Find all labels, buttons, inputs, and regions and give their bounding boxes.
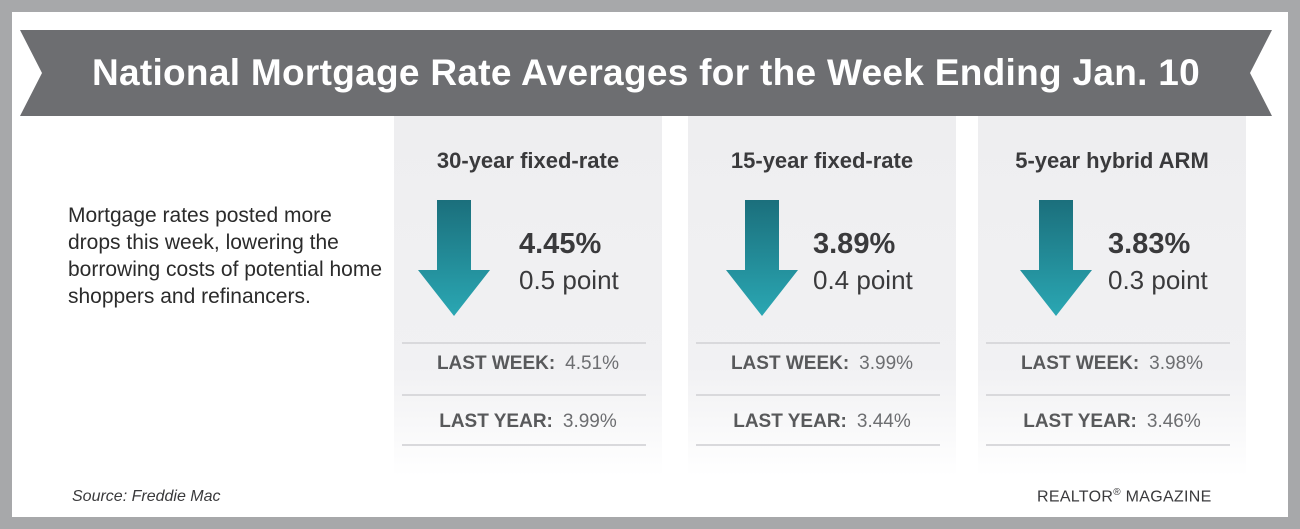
last-year-label: LAST YEAR:: [733, 411, 847, 432]
rate-card-5-year-arm: 5-year hybrid ARM 3.83% 0.3 point LAST W…: [978, 116, 1246, 476]
last-week-label: LAST WEEK:: [436, 353, 556, 374]
down-arrow-icon: [726, 200, 798, 316]
last-week-label: LAST WEEK:: [1020, 353, 1140, 374]
card-title: 5-year hybrid ARM: [1015, 148, 1209, 173]
last-week-value: 3.99%: [859, 353, 914, 374]
divider: [696, 444, 940, 446]
last-year-row: LAST YEAR: 3.99%: [394, 411, 662, 433]
source-credit: Source: Freddie Mac: [72, 488, 221, 505]
registered-mark: ®: [1113, 487, 1121, 498]
rate-change: 0.4 point: [813, 265, 913, 295]
last-week-row: LAST WEEK: 4.51%: [394, 353, 662, 375]
last-year-value: 3.46%: [1146, 411, 1201, 432]
divider: [986, 394, 1230, 396]
down-arrow-icon: [418, 200, 490, 316]
last-week-value: 4.51%: [565, 353, 620, 374]
divider: [986, 444, 1230, 446]
rate-card-15-year: 15-year fixed-rate 3.89% 0.4 point LAST …: [688, 116, 956, 476]
brand-suffix: MAGAZINE: [1120, 488, 1212, 506]
last-year-label: LAST YEAR:: [1023, 411, 1137, 432]
description-text: Mortgage rates posted more drops this we…: [68, 204, 383, 308]
last-year-row: LAST YEAR: 3.44%: [688, 411, 956, 433]
card-title: 15-year fixed-rate: [730, 148, 914, 173]
rate-card-30-year: 30-year fixed-rate 4.45% 0.5 point LAST …: [394, 116, 662, 476]
divider: [696, 342, 940, 344]
last-year-label: LAST YEAR:: [439, 411, 553, 432]
banner-ribbon-shape: [20, 30, 1272, 116]
last-week-row: LAST WEEK: 3.99%: [688, 353, 956, 375]
current-rate: 3.89%: [813, 228, 896, 260]
divider: [986, 342, 1230, 344]
last-year-value: 3.44%: [856, 411, 911, 432]
last-year-row: LAST YEAR: 3.46%: [978, 411, 1246, 433]
divider: [402, 394, 646, 396]
down-arrow-icon: [1020, 200, 1092, 316]
brand-logo: REALTOR® MAGAZINE: [1037, 487, 1212, 506]
card-title: 30-year fixed-rate: [436, 148, 620, 173]
current-rate: 3.83%: [1108, 228, 1191, 260]
last-week-row: LAST WEEK: 3.98%: [978, 353, 1246, 375]
rate-change: 0.3 point: [1108, 265, 1208, 295]
page-title: National Mortgage Rate Averages for the …: [91, 52, 1201, 93]
divider: [402, 444, 646, 446]
last-year-value: 3.99%: [562, 411, 617, 432]
title-banner: National Mortgage Rate Averages for the …: [20, 30, 1272, 116]
brand-name: REALTOR: [1037, 488, 1114, 506]
rate-change: 0.5 point: [519, 265, 619, 295]
last-week-value: 3.98%: [1149, 353, 1204, 374]
last-week-label: LAST WEEK:: [730, 353, 850, 374]
divider: [696, 394, 940, 396]
divider: [402, 342, 646, 344]
current-rate: 4.45%: [519, 228, 602, 260]
